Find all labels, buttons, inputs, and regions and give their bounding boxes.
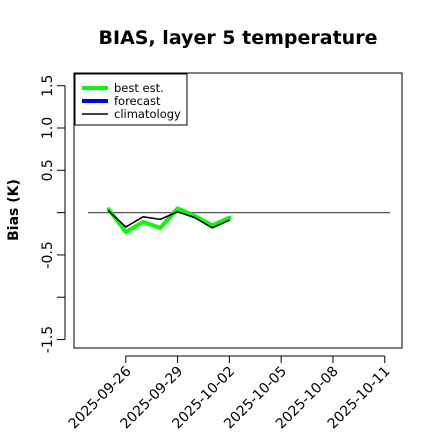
- y-tick-label: 1.5: [40, 75, 56, 97]
- x-axis: 2025-09-262025-09-292025-10-022025-10-05…: [66, 355, 394, 432]
- y-tick-label: 1.0: [40, 117, 56, 139]
- series-line-best-est: [106, 206, 232, 235]
- y-tick-label: 0.5: [40, 159, 56, 181]
- plot-area: [88, 206, 390, 235]
- y-axis: -1.5 -0.5 0.5 1.0 1.5: [40, 75, 66, 353]
- legend-label: best est.: [114, 81, 164, 95]
- y-tick-label: -1.5: [40, 326, 56, 353]
- series-line-climatology: [107, 210, 231, 229]
- plot-frame: [73, 72, 403, 349]
- y-axis-label: Bias (K): [6, 179, 22, 241]
- legend-label: forecast: [114, 94, 161, 108]
- chart-title: BIAS, layer 5 temperature: [99, 27, 378, 49]
- y-tick-label: -0.5: [40, 241, 56, 268]
- legend-label: climatology: [114, 107, 181, 121]
